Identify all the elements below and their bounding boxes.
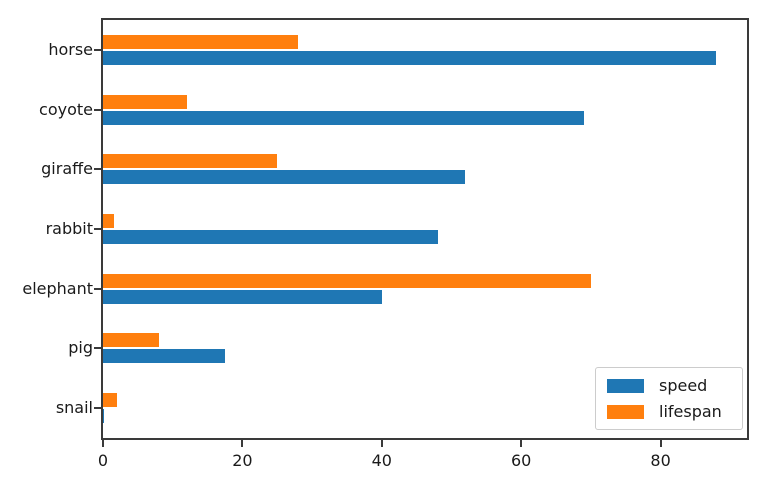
- y-tick-mark-giraffe: [94, 168, 101, 171]
- y-tick-label-coyote: coyote: [39, 99, 93, 119]
- bar-rabbit-lifespan: [103, 214, 114, 228]
- bars-layer: [103, 20, 747, 438]
- y-tick-label-giraffe: giraffe: [41, 159, 93, 179]
- y-tick-mark-rabbit: [94, 228, 101, 230]
- x-tick-mark-60: [520, 440, 523, 447]
- bar-horse-lifespan: [103, 34, 299, 49]
- legend-item-speed: speed: [607, 376, 731, 395]
- speed-legend-swatch: [607, 378, 644, 393]
- bar-pig-speed: [103, 349, 225, 364]
- x-tick-label-40: 40: [371, 451, 392, 470]
- speed-legend-label: speed: [659, 376, 708, 395]
- y-tick-label-snail: snail: [55, 398, 93, 418]
- x-tick-mark-40: [380, 440, 383, 447]
- lifespan-legend-swatch: [607, 404, 644, 419]
- y-tick-label-pig: pig: [68, 338, 93, 358]
- x-tick-mark-80: [659, 440, 662, 447]
- bar-rabbit-speed: [103, 230, 438, 244]
- bar-elephant-speed: [103, 289, 382, 304]
- y-tick-label-elephant: elephant: [22, 278, 93, 298]
- y-tick-label-rabbit: rabbit: [45, 219, 93, 238]
- bar-giraffe-speed: [103, 170, 466, 185]
- y-tick-mark-elephant: [94, 287, 101, 290]
- y-tick-mark-snail: [94, 407, 101, 410]
- y-tick-label-horse: horse: [48, 39, 93, 59]
- bar-snail-speed: [103, 409, 104, 424]
- bar-giraffe-lifespan: [103, 154, 278, 169]
- bar-elephant-lifespan: [103, 273, 591, 288]
- y-tick-mark-pig: [94, 347, 101, 350]
- lifespan-legend-label: lifespan: [659, 402, 722, 421]
- bar-pig-lifespan: [103, 333, 159, 348]
- plot-area: speed lifespan: [101, 18, 749, 440]
- x-tick-label-0: 0: [97, 451, 109, 470]
- bar-coyote-speed: [103, 110, 584, 125]
- x-tick-label-80: 80: [650, 451, 671, 470]
- x-tick-label-20: 20: [232, 451, 253, 470]
- bar-snail-lifespan: [103, 393, 117, 408]
- x-tick-mark-20: [241, 440, 244, 447]
- x-tick-label-60: 60: [511, 451, 532, 470]
- legend: speed lifespan: [595, 367, 743, 430]
- x-tick-mark-0: [102, 440, 104, 447]
- legend-item-lifespan: lifespan: [607, 402, 731, 421]
- y-tick-mark-coyote: [94, 108, 101, 111]
- bar-coyote-lifespan: [103, 94, 187, 109]
- bar-horse-speed: [103, 50, 717, 65]
- y-tick-mark-horse: [94, 48, 101, 51]
